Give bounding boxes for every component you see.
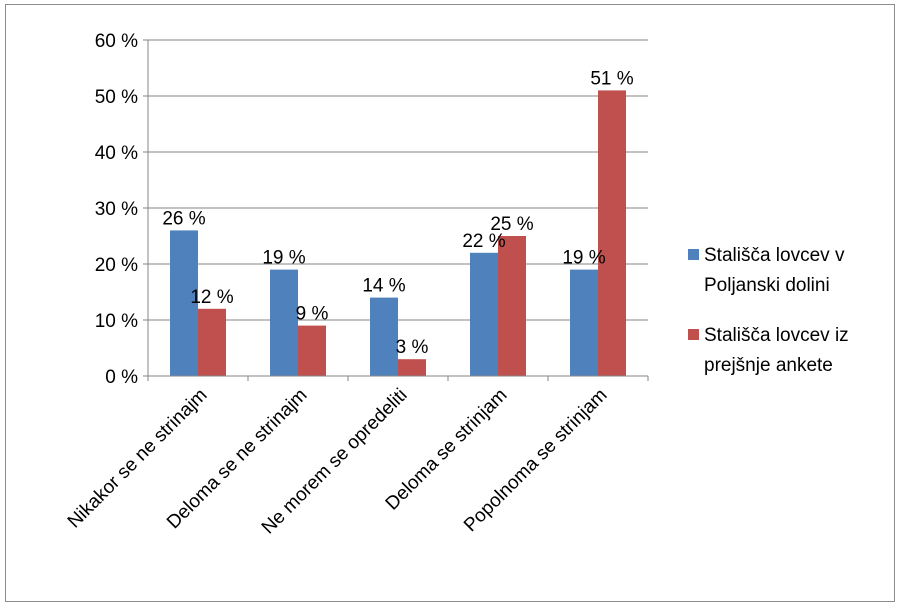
bar-series2 — [398, 359, 426, 376]
y-tick-label: 10 % — [95, 311, 138, 332]
y-tick-label: 20 % — [95, 255, 138, 276]
legend-swatch — [688, 249, 699, 260]
chart-frame — [5, 4, 895, 602]
bar-series2 — [198, 308, 226, 376]
legend-label: Poljanski dolini — [704, 275, 830, 296]
bars — [170, 90, 626, 377]
legend: Stališča lovcev v Poljanski dolini Stališč… — [688, 245, 849, 376]
data-label: 3 % — [396, 337, 429, 358]
data-label: 26 % — [162, 208, 205, 229]
y-tick-label: 60 % — [95, 31, 138, 52]
gridlines — [148, 39, 648, 321]
y-tick-labels: 0 % 10 % 20 % 30 % 40 % 50 % 60 % — [95, 31, 138, 388]
data-labels: 26 % 19 % 14 % 22 % 19 % 12 % 9 % 3 % 25 % 51 % — [162, 68, 633, 358]
data-label: 19 % — [262, 248, 305, 269]
axes — [143, 39, 649, 381]
data-label: 51 % — [590, 68, 633, 89]
legend-label: prejšnje ankete — [704, 355, 833, 376]
legend-swatch — [688, 329, 699, 340]
bar-series1 — [170, 230, 198, 376]
bar-series1 — [570, 269, 598, 376]
bar-series2 — [498, 236, 526, 376]
legend-label: Stališča lovcev v — [704, 245, 845, 266]
y-tick-label: 0 % — [105, 367, 138, 388]
legend-label: Stališča lovcev iz — [704, 325, 849, 346]
data-label: 22 % — [462, 231, 505, 252]
bar-series1 — [370, 297, 398, 376]
data-label: 14 % — [362, 276, 405, 297]
y-tick-label: 40 % — [95, 143, 138, 164]
bar-series1 — [470, 252, 498, 376]
data-label: 12 % — [190, 287, 233, 308]
y-tick-label: 50 % — [95, 87, 138, 108]
y-tick-label: 30 % — [95, 199, 138, 220]
bar-series2 — [598, 90, 626, 377]
data-label: 25 % — [490, 214, 533, 235]
bar-series1 — [270, 269, 298, 376]
data-label: 19 % — [562, 248, 605, 269]
data-label: 9 % — [296, 304, 329, 325]
bar-series2 — [298, 325, 326, 376]
